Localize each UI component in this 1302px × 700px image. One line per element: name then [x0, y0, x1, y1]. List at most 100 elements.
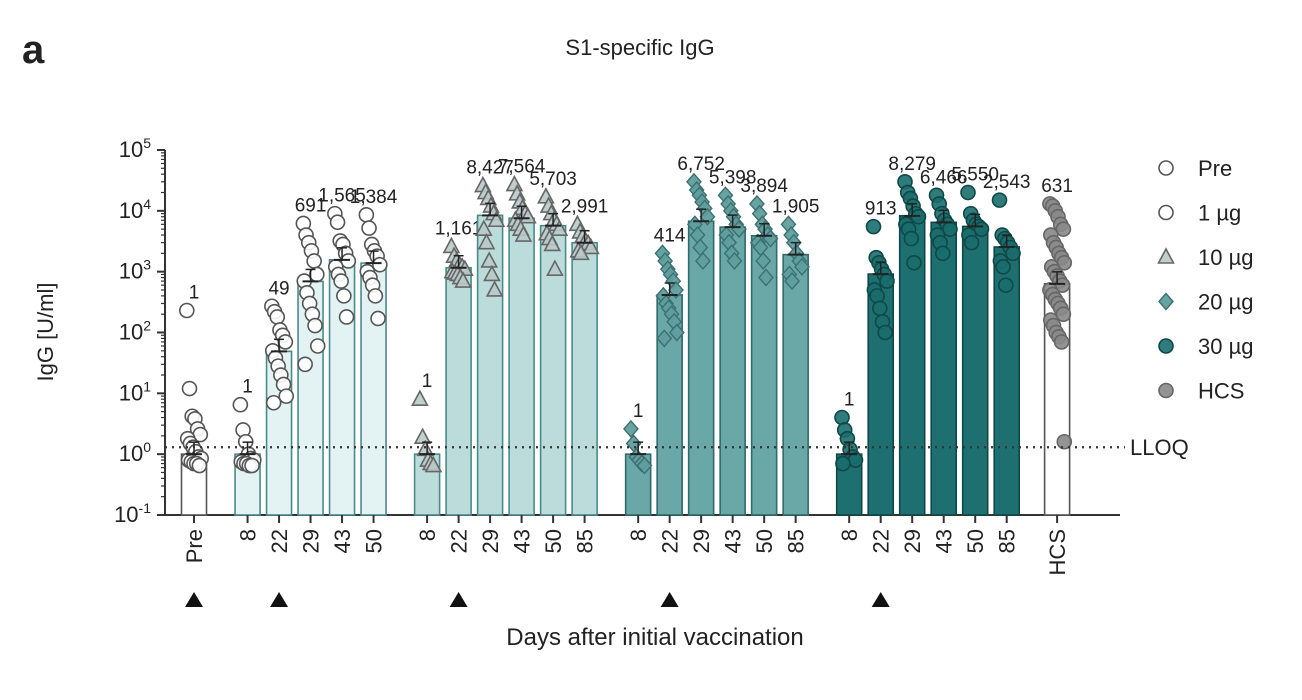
x-tick-label: 43 — [932, 529, 957, 553]
data-label: 5,550 — [951, 165, 999, 186]
bar — [571, 241, 598, 516]
data-point — [755, 251, 772, 271]
data-label: 1,905 — [772, 196, 820, 217]
data-label: 7,564 — [498, 157, 546, 178]
data-label: 2,543 — [983, 172, 1031, 193]
data-label: 913 — [865, 199, 897, 220]
data-label: 1 — [189, 282, 200, 303]
bar — [445, 266, 472, 516]
x-tick-label: 8 — [236, 529, 261, 541]
x-tick-label: 85 — [784, 529, 809, 553]
x-tick-label: 50 — [362, 529, 387, 553]
data-point — [336, 288, 352, 304]
legend-marker — [1157, 247, 1175, 264]
data-point — [1053, 334, 1070, 350]
x-tick-label: 29 — [900, 529, 925, 553]
x-axis-label: Days after initial vaccination — [506, 624, 803, 651]
legend-label: 1 µg — [1198, 201, 1241, 226]
data-point — [413, 427, 432, 445]
bar — [508, 217, 535, 516]
data-point — [265, 394, 282, 411]
data-point — [963, 234, 980, 251]
data-point — [514, 225, 533, 242]
x-tick-label: 8 — [626, 529, 651, 541]
data-point — [572, 243, 590, 261]
legend-marker — [1158, 204, 1174, 221]
data-label: 1,384 — [350, 187, 398, 208]
data-label: 49 — [268, 278, 289, 299]
data-point — [1055, 306, 1072, 322]
data-point — [834, 409, 850, 426]
legend-marker — [1158, 160, 1174, 176]
data-point — [306, 253, 322, 269]
legend: Pre 1 µg 10 µg 20 µg 30 µg HCS — [1157, 156, 1254, 404]
data-point — [537, 187, 555, 204]
vaccination-marker — [660, 592, 679, 607]
legend-marker — [1158, 382, 1174, 399]
bar — [961, 225, 989, 516]
data-point — [370, 310, 386, 327]
data-point — [623, 419, 639, 438]
data-point — [333, 273, 349, 289]
data-point — [424, 455, 443, 473]
x-tick-label: 22 — [447, 529, 472, 553]
x-tick-label: HCS — [1045, 529, 1070, 575]
legend-label: 10 µg — [1198, 245, 1254, 270]
data-label: 691 — [295, 195, 327, 216]
data-point — [309, 338, 326, 354]
bar — [930, 221, 958, 516]
bar — [782, 253, 809, 516]
data-point — [550, 219, 569, 236]
data-point — [865, 218, 882, 235]
legend-label: 30 µg — [1198, 334, 1254, 359]
legend-label: HCS — [1198, 379, 1244, 404]
data-point — [903, 230, 920, 247]
data-point — [835, 455, 851, 472]
data-point — [636, 456, 653, 475]
data-point — [784, 272, 800, 291]
data-point — [307, 317, 323, 334]
data-label: 414 — [654, 225, 686, 246]
y-tick-label: 101 — [119, 378, 151, 405]
bar — [719, 226, 746, 516]
data-label: 5,703 — [529, 169, 577, 190]
x-tick-label: 43 — [721, 529, 746, 553]
data-point — [244, 457, 260, 474]
y-tick-label: 100 — [119, 439, 151, 466]
x-tick-label: 22 — [658, 529, 683, 553]
data-point — [277, 334, 294, 350]
data-point — [358, 207, 375, 223]
data-label: 3,894 — [740, 176, 788, 197]
data-point — [416, 439, 435, 457]
data-label: 1 — [242, 377, 253, 398]
data-point — [519, 207, 537, 224]
data-label: 8,427 — [466, 158, 514, 179]
data-point — [361, 220, 377, 236]
x-tick-label: 85 — [995, 529, 1020, 553]
x-tick-label: 43 — [510, 529, 535, 553]
data-point — [991, 192, 1008, 208]
vaccination-marker — [185, 592, 203, 607]
x-tick-label: 29 — [478, 529, 503, 553]
x-tick-label: 8 — [415, 529, 440, 541]
data-label: 1 — [633, 401, 644, 422]
vaccination-marker — [270, 592, 289, 607]
data-point — [656, 329, 673, 348]
data-label: 6,752 — [677, 154, 725, 175]
data-point — [442, 236, 461, 254]
x-tick-label: 22 — [267, 529, 292, 553]
data-point — [278, 388, 295, 404]
data-point — [869, 288, 885, 304]
x-tick-label: 29 — [299, 529, 324, 553]
data-point — [543, 234, 562, 252]
legend-marker — [1158, 292, 1174, 311]
data-point — [411, 389, 429, 407]
data-point — [483, 264, 501, 282]
y-tick-label: 102 — [119, 318, 151, 345]
bar — [867, 273, 895, 516]
x-tick-label: 85 — [573, 529, 598, 553]
data-point — [191, 457, 208, 474]
data-point — [906, 254, 922, 271]
y-axis-label: IgG [U/ml] — [33, 282, 58, 381]
data-point — [340, 253, 357, 269]
